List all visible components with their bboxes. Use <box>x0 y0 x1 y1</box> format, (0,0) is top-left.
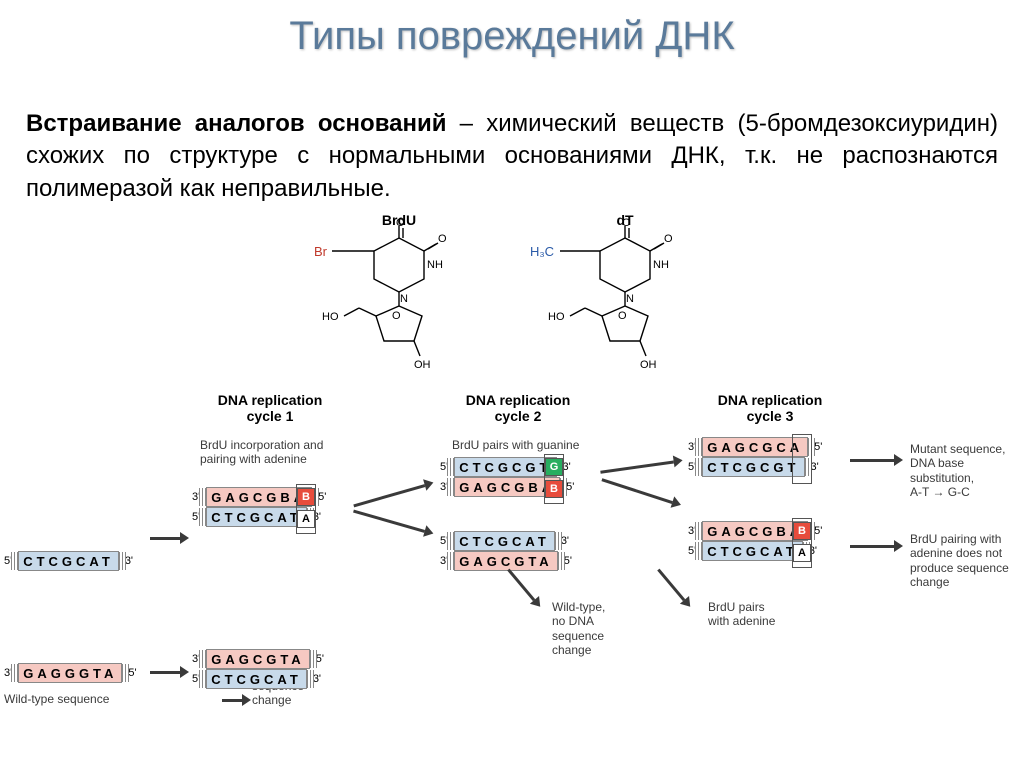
svg-text:O: O <box>396 217 405 229</box>
svg-text:HO: HO <box>322 311 339 323</box>
e: 5' <box>566 481 574 493</box>
seq-ctcgcgt-2: CTCGCGT <box>702 457 804 477</box>
e: 5' <box>564 555 572 567</box>
svg-text:N: N <box>626 293 634 305</box>
e: 3' <box>313 673 321 685</box>
cycle1-header: DNA replicationcycle 1 <box>200 392 340 424</box>
wildtype-seq-caption: Wild-type sequence <box>4 692 154 706</box>
start-compl-strand: 3' GAGGGTA 5' <box>4 664 137 682</box>
seq-gagcgta-1: GAGCGTA <box>206 649 309 669</box>
svg-text:O: O <box>438 233 447 245</box>
end-5b: 5' <box>128 667 136 679</box>
e: 3' <box>561 535 569 547</box>
svg-text:O: O <box>392 310 401 322</box>
chip-B-c1: B <box>297 488 315 506</box>
wildtype-nochange-caption-2: Wild-type,no DNAsequencechange <box>552 600 632 658</box>
e: 5' <box>318 491 326 503</box>
svg-text:NH: NH <box>653 259 669 271</box>
cycle3-header: DNA replicationcycle 3 <box>700 392 840 424</box>
seq-ctcgcat-1: CTCGCAT <box>18 551 119 571</box>
slide-title: Типы повреждений ДНК <box>0 14 1024 59</box>
seq-ctcgcat-3: CTCGCAT <box>206 669 307 689</box>
molecule-brdu: BrdU Br O O NH N HO OH O <box>304 216 494 386</box>
chip-B-c3: B <box>793 522 811 540</box>
brdu-guanine-caption: BrdU pairs with guanine <box>452 438 612 452</box>
svg-text:N: N <box>400 293 408 305</box>
cycle2-header: DNA replicationcycle 2 <box>448 392 588 424</box>
e: 5' <box>814 525 822 537</box>
brdu-adenine-caption: BrdU pairswith adenine <box>708 600 798 629</box>
seq-gagggta: GAGGGTA <box>18 663 122 683</box>
seq-ctcgcat-2: CTCGCAT <box>206 507 307 527</box>
brdu-incorp-caption: BrdU incorporation andpairing with adeni… <box>200 438 360 467</box>
svg-text:NH: NH <box>427 259 443 271</box>
replication-diagram: DNA replicationcycle 1 DNA replicationcy… <box>0 392 1024 762</box>
brdu-structure: O O NH N HO OH O <box>304 216 494 386</box>
start-top-strand: 5' CTCGCAT 3' <box>4 552 133 570</box>
mutant-caption: Mutant sequence,DNA basesubstitution,A-T… <box>910 442 1020 500</box>
hl-c3-top <box>792 434 812 484</box>
e: 5' <box>316 653 324 665</box>
c1-pair-bottom: 3'GAGCGTA5' 5'CTCGCAT3' <box>192 650 324 688</box>
chip-A-c1: A <box>297 510 315 528</box>
svg-text:OH: OH <box>640 359 657 371</box>
molecule-dt: dT H₃C O O NH N HO OH O <box>530 216 720 386</box>
chip-A-c3: A <box>793 544 811 562</box>
e: 5' <box>814 441 822 453</box>
svg-text:OH: OH <box>414 359 431 371</box>
seq-ctcgcat-4: CTCGCAT <box>454 531 555 551</box>
c2-pair-bottom: 5'CTCGCAT3' 3'GAGCGTA5' <box>440 532 572 570</box>
intro-paragraph: Встраивание аналогов оснований – химичес… <box>26 108 998 205</box>
svg-text:O: O <box>622 217 631 229</box>
chip-B-c2: B <box>545 480 563 498</box>
chemistry-block: BrdU Br O O NH N HO OH O <box>0 216 1024 386</box>
dt-structure: O O NH N HO OH O <box>530 216 720 386</box>
lead-term: Встраивание аналогов оснований <box>26 110 446 137</box>
seq-ctcgcat-5: CTCGCAT <box>702 541 803 561</box>
svg-text:O: O <box>664 233 673 245</box>
chip-G-c2: G <box>545 458 563 476</box>
seq-ctcgcgt-1: CTCGCGT <box>454 457 556 477</box>
brdu-a-nochange-caption: BrdU pairing withadenine does notproduce… <box>910 532 1022 590</box>
svg-text:HO: HO <box>548 311 565 323</box>
seq-gagcgta-2: GAGCGTA <box>454 551 557 571</box>
svg-text:O: O <box>618 310 627 322</box>
end-3: 3' <box>125 555 133 567</box>
